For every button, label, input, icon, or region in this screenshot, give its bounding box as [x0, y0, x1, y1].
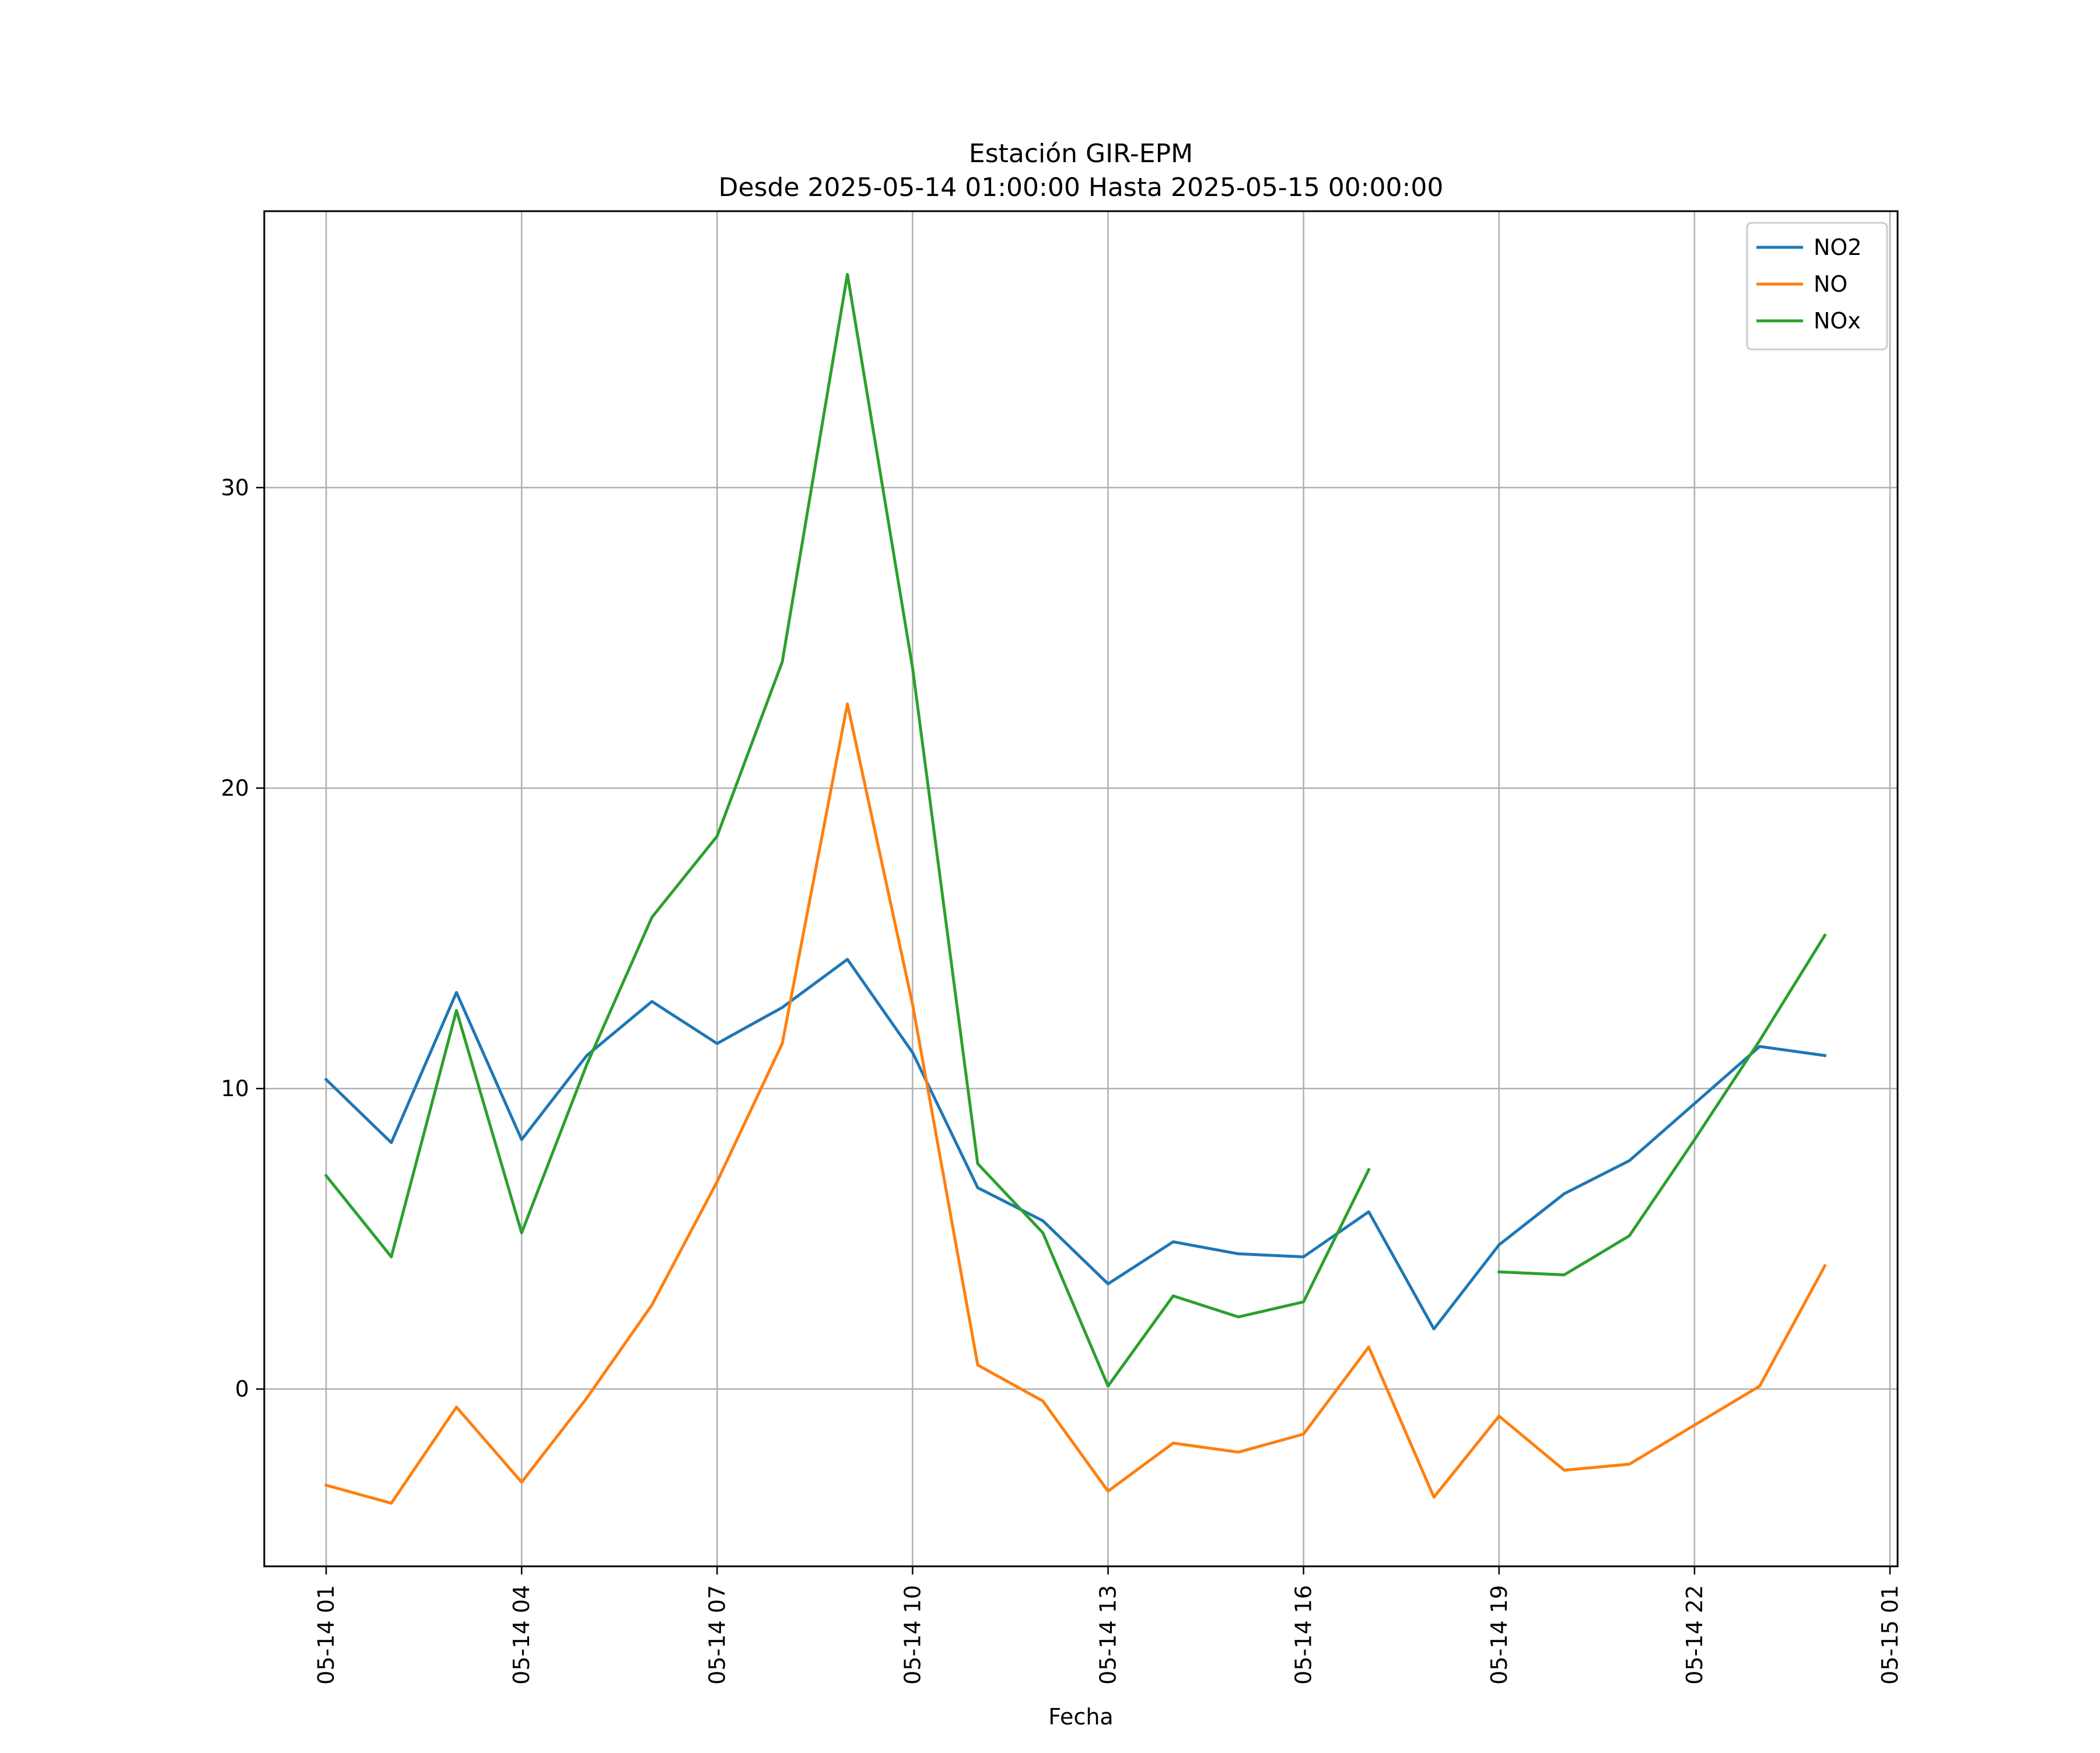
series-line-no2	[324, 958, 1827, 1331]
series-layer	[324, 272, 1827, 1505]
x-tick-label: 05-14 19	[1486, 1585, 1512, 1685]
tick-layer: 05-14 01 05-14 04 05-14 07 05-14 10 05-14 13…	[221, 475, 1903, 1685]
y-tick-label: 20	[221, 775, 249, 801]
series-line-no	[324, 702, 1827, 1505]
legend-label: NO2	[1814, 235, 1862, 260]
x-axis-label: Fecha	[1048, 1704, 1113, 1730]
chart-title: Estación GIR-EPM	[969, 139, 1193, 169]
x-tick-label: 05-14 01	[313, 1585, 339, 1685]
x-tick-label: 05-14 13	[1096, 1585, 1121, 1685]
y-tick-label: 10	[221, 1076, 249, 1101]
legend-label: NOx	[1814, 308, 1861, 334]
x-tick-label: 05-14 04	[509, 1585, 534, 1685]
legend-box	[1746, 222, 1888, 351]
legend: NO2 NO NOx	[1746, 222, 1888, 351]
x-tick-label: 05-14 10	[900, 1585, 925, 1685]
x-tick-label: 05-15 01	[1877, 1585, 1903, 1685]
x-tick-label: 05-14 22	[1682, 1585, 1707, 1685]
plot-frame	[263, 210, 1899, 1567]
x-tick-label: 05-14 07	[704, 1585, 730, 1685]
chart-subtitle: Desde 2025-05-14 01:00:00 Hasta 2025-05-…	[719, 173, 1444, 202]
y-tick-label: 30	[221, 475, 249, 501]
legend-label: NO	[1814, 271, 1847, 297]
grid-layer	[264, 211, 1898, 1566]
y-tick-label: 0	[235, 1376, 249, 1402]
x-tick-label: 05-14 16	[1291, 1585, 1317, 1685]
series-line-nox	[324, 272, 1827, 1388]
